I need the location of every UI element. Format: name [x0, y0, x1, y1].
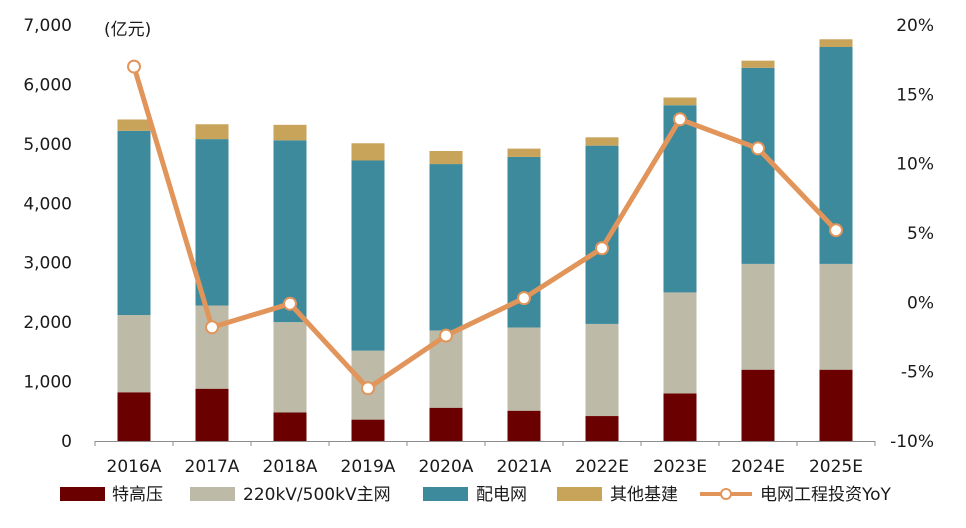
- legend-swatch: [423, 487, 468, 501]
- bar-segment: [429, 164, 463, 331]
- yoy-point: [361, 381, 375, 396]
- x-axis: 2016A 2017A 2018A 2019A 2020A 2021A 2022E 2023E…: [94, 441, 876, 477]
- x-tick-label: 2019A: [341, 457, 396, 477]
- bar-segment: [663, 97, 697, 106]
- x-tick-label: 2023E: [653, 457, 707, 477]
- x-tick-label: 2018A: [263, 457, 318, 477]
- y-tick-label: 0: [61, 432, 72, 452]
- bar-segment: [585, 323, 619, 417]
- x-tick-label: 2024E: [731, 457, 785, 477]
- y2-tick-label: 10%: [896, 155, 934, 175]
- y-tick-label: 6,000: [23, 75, 72, 95]
- bar-segment: [585, 137, 619, 146]
- yoy-point: [127, 59, 141, 74]
- y-tick-label: 3,000: [23, 254, 72, 274]
- stacked-bars: [117, 39, 853, 441]
- y2-tick-label: 20%: [896, 16, 934, 36]
- bar-segment: [273, 412, 307, 441]
- bar-segment: [351, 143, 385, 161]
- bar-segment: [741, 60, 775, 68]
- bar-segment: [741, 263, 775, 370]
- x-tick-label: 2020A: [419, 457, 474, 477]
- legend-swatch: [190, 487, 235, 501]
- yoy-point: [205, 320, 219, 335]
- y2-tick-label: -10%: [890, 432, 934, 452]
- bar-segment: [663, 393, 697, 441]
- x-tick-label: 2025E: [809, 457, 863, 477]
- bar-segment: [195, 139, 229, 306]
- legend-label: 配电网: [476, 485, 527, 505]
- y-tick-label: 4,000: [23, 194, 72, 214]
- bar-segment: [195, 124, 229, 140]
- yoy-point: [439, 328, 453, 343]
- bar-segment: [195, 388, 229, 441]
- bar-segment: [273, 140, 307, 323]
- right-y-axis: -10% -5% 0% 5% 10% 15% 20%: [890, 16, 934, 452]
- y2-tick-label: 15%: [896, 85, 934, 105]
- x-tick-label: 2021A: [497, 457, 552, 477]
- bar-segment: [429, 407, 463, 441]
- bar-segment: [819, 369, 853, 441]
- x-tick-label: 2017A: [185, 457, 240, 477]
- bar-segment: [117, 392, 151, 441]
- yoy-point: [283, 296, 297, 311]
- bar-segment: [117, 315, 151, 393]
- bar-segment: [819, 39, 853, 47]
- y-tick-label: 5,000: [23, 135, 72, 155]
- bar-segment: [507, 410, 541, 441]
- bar-segment: [507, 327, 541, 411]
- yoy-line-path: [131, 65, 838, 391]
- bar-segment: [351, 160, 385, 351]
- bar-segment: [585, 145, 619, 324]
- unit-label: (亿元): [104, 20, 151, 40]
- y2-tick-label: 0%: [907, 293, 934, 313]
- bar-segment: [741, 67, 775, 264]
- bar-segment: [819, 263, 853, 370]
- bar-segment: [663, 292, 697, 394]
- yoy-point: [595, 241, 609, 256]
- yoy-point: [829, 223, 843, 238]
- bar-segment: [117, 119, 151, 131]
- y-tick-label: 2,000: [23, 313, 72, 333]
- bar-segment: [273, 322, 307, 413]
- bar-segment: [429, 150, 463, 165]
- bar-segment: [117, 130, 151, 316]
- bar-segment: [585, 416, 619, 441]
- x-tick-label: 2016A: [107, 457, 162, 477]
- y2-tick-label: -5%: [901, 363, 934, 383]
- legend-label: 特高压: [112, 485, 163, 505]
- bar-segment: [663, 105, 697, 293]
- yoy-point: [751, 141, 765, 156]
- bar-segment: [351, 419, 385, 441]
- bar-segment: [195, 305, 229, 389]
- left-y-axis: 0 1,000 2,000 3,000 4,000 5,000 6,000 7,000: [23, 16, 72, 452]
- legend-swatch: [557, 487, 602, 501]
- y2-tick-label: 5%: [907, 224, 934, 244]
- x-tick-label: 2022E: [575, 457, 629, 477]
- legend-label: 其他基建: [610, 485, 678, 505]
- y-tick-label: 7,000: [23, 16, 72, 36]
- yoy-line-series: [127, 59, 843, 396]
- yoy-point: [517, 291, 531, 306]
- legend-swatch: [60, 487, 105, 501]
- y-tick-label: 1,000: [23, 373, 72, 393]
- legend-marker: [720, 488, 732, 500]
- bar-segment: [273, 124, 307, 141]
- legend-label: 220kV/500kV主网: [243, 485, 391, 505]
- legend-label: 电网工程投资YoY: [760, 485, 892, 505]
- yoy-point: [673, 112, 687, 127]
- legend: 特高压 220kV/500kV主网 配电网 其他基建 电网工程投资YoY: [60, 485, 892, 505]
- bar-segment: [507, 148, 541, 157]
- bar-segment: [741, 369, 775, 441]
